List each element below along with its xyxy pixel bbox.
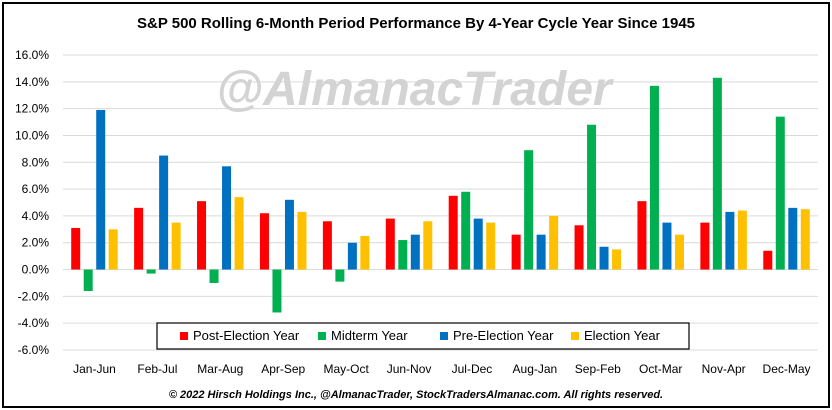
bar — [272, 269, 282, 313]
bar — [108, 229, 118, 270]
x-tick-label: Sep-Feb — [575, 362, 621, 376]
x-tick-label: Mar-Aug — [197, 362, 243, 376]
bar — [549, 215, 559, 270]
bar — [197, 201, 207, 270]
bar — [725, 211, 735, 270]
legend-swatch — [571, 332, 579, 340]
bar — [461, 191, 471, 270]
chart-title: S&P 500 Rolling 6-Month Period Performan… — [137, 15, 695, 32]
x-tick-label: Jan-Jun — [73, 362, 116, 376]
y-tick-label: 14.0% — [15, 75, 49, 89]
bar — [297, 211, 307, 270]
bar — [473, 218, 483, 270]
bar — [410, 234, 420, 270]
bar — [674, 234, 684, 270]
copyright-text: © 2022 Hirsch Holdings Inc., @AlmanacTra… — [169, 389, 663, 401]
y-tick-label: 6.0% — [22, 182, 50, 196]
x-tick-label: Apr-Sep — [261, 362, 305, 376]
bar — [637, 201, 647, 270]
bar — [775, 116, 785, 270]
x-axis-ticks: Jan-Jun Feb-Jul Mar-Aug Apr-Sep May-Oct Jun-N… — [73, 362, 810, 376]
x-tick-label: Dec-May — [763, 362, 811, 376]
bar — [134, 207, 144, 270]
bar — [587, 124, 597, 270]
legend-swatch — [318, 332, 326, 340]
bar — [360, 236, 370, 270]
x-tick-label: Aug-Jan — [513, 362, 558, 376]
y-tick-label: -2.0% — [18, 289, 50, 303]
bar — [662, 222, 672, 270]
bar — [536, 234, 546, 270]
bar — [712, 77, 722, 270]
x-tick-label: Jul-Dec — [452, 362, 493, 376]
legend-label: Pre-Election Year — [453, 328, 554, 343]
bar — [800, 209, 810, 270]
legend: Post-Election Year Midterm Year Pre-Electi… — [156, 322, 690, 350]
bar — [398, 240, 408, 270]
bar — [335, 269, 345, 282]
bar — [486, 222, 496, 270]
bar — [209, 269, 219, 283]
legend-swatch — [440, 332, 448, 340]
legend-swatch — [180, 332, 188, 340]
bar — [96, 109, 106, 270]
bar — [159, 155, 169, 270]
bar — [234, 197, 244, 270]
y-tick-label: 4.0% — [22, 209, 50, 223]
bar — [737, 210, 747, 270]
bar — [649, 85, 659, 270]
gridlines — [63, 54, 818, 351]
legend-label: Midterm Year — [331, 328, 408, 343]
legend-box — [156, 322, 690, 350]
y-tick-label: 0.0% — [22, 263, 50, 277]
x-tick-label: May-Oct — [323, 362, 369, 376]
x-tick-label: Jun-Nov — [387, 362, 432, 376]
y-tick-label: 2.0% — [22, 236, 50, 250]
bars-group — [71, 77, 810, 313]
bar — [322, 221, 332, 270]
bar — [511, 234, 521, 270]
legend-label: Post-Election Year — [193, 328, 300, 343]
bar — [423, 221, 433, 270]
bar — [146, 269, 156, 274]
bar — [259, 213, 269, 270]
bar — [347, 242, 357, 270]
x-tick-label: Feb-Jul — [137, 362, 177, 376]
bar — [385, 218, 395, 270]
bar — [574, 225, 584, 270]
bar — [700, 222, 710, 270]
bar — [599, 246, 609, 270]
bar — [788, 207, 798, 270]
y-tick-label: 12.0% — [15, 102, 49, 116]
bar — [524, 150, 534, 270]
x-tick-label: Oct-Mar — [639, 362, 682, 376]
bar — [83, 269, 93, 291]
watermark: @AlmanacTrader — [216, 63, 614, 116]
bar — [171, 222, 181, 270]
y-axis-ticks: 16.0% 14.0% 12.0% 10.0% 8.0% 6.0% 4.0% 2.0% 0.0%… — [15, 48, 49, 357]
x-tick-label: Nov-Apr — [702, 362, 746, 376]
bar — [448, 195, 458, 270]
legend-label: Election Year — [584, 328, 661, 343]
bar — [763, 250, 773, 270]
y-tick-label: 16.0% — [15, 48, 49, 62]
y-tick-label: 8.0% — [22, 155, 50, 169]
bar — [284, 199, 294, 270]
y-tick-label: -4.0% — [18, 316, 50, 330]
bar — [222, 166, 232, 270]
bar — [71, 227, 81, 270]
y-tick-label: -6.0% — [18, 343, 50, 357]
bar — [612, 249, 622, 270]
y-tick-label: 10.0% — [15, 128, 49, 142]
